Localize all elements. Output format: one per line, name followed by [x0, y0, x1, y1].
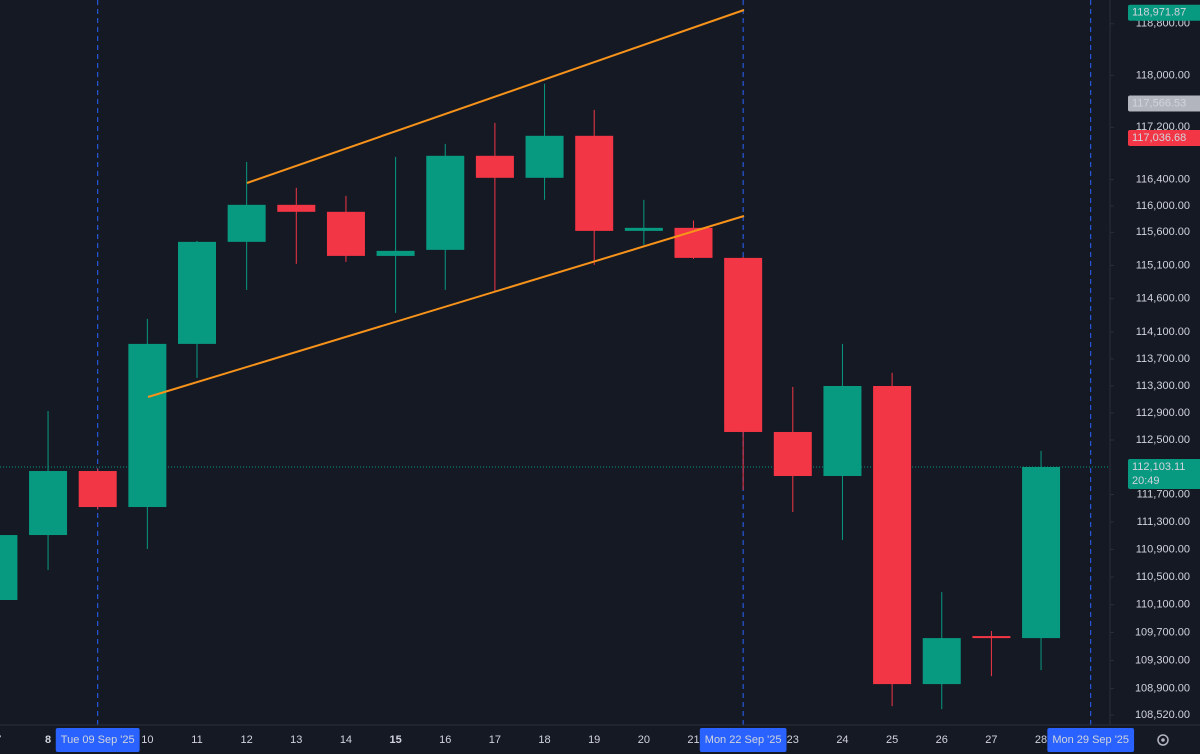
x-tick-label: 10	[141, 734, 153, 746]
x-tick-label: Tue 09 Sep '25	[61, 734, 135, 746]
guide-layer	[0, 0, 1110, 725]
x-tick-label: 14	[340, 734, 352, 746]
x-tick-label: 18	[538, 734, 550, 746]
y-tick-label: 111,300.00	[1137, 516, 1190, 528]
y-tick-label: 118,000.00	[1136, 69, 1190, 81]
x-highlight-label-bg	[699, 728, 787, 752]
x-tick-label: 27	[985, 734, 997, 746]
candle-body	[922, 638, 961, 685]
y-tick-label: 113,700.00	[1136, 353, 1190, 365]
candle-body	[972, 636, 1011, 639]
y-tick-label: 112,500.00	[1136, 434, 1190, 446]
price-tag-label: 118,971.87	[1132, 7, 1186, 19]
x-highlight-label-bg	[55, 728, 140, 752]
candle-body	[674, 227, 713, 258]
candle-body	[426, 155, 465, 250]
candle-body	[575, 135, 614, 231]
candle-body	[724, 257, 763, 432]
price-tag	[1128, 129, 1200, 146]
price-tag-label: 117,036.68	[1132, 132, 1186, 144]
x-tick-label: 21	[687, 734, 699, 746]
candle-body	[277, 204, 316, 212]
x-tick-label: 13	[290, 734, 302, 746]
x-tick-label: 20	[638, 734, 650, 746]
x-tick-label: Mon 29 Sep '25	[1052, 734, 1129, 746]
x-tick-label: 23	[787, 734, 799, 746]
candle-body	[376, 250, 415, 256]
candle-body	[0, 535, 18, 601]
candle-body	[29, 471, 68, 536]
y-tick-label: 115,100.00	[1136, 259, 1190, 271]
settings-icon[interactable]	[1157, 734, 1169, 746]
x-tick-label: 7	[0, 734, 1, 746]
candle-body	[326, 211, 365, 256]
candle-layer	[0, 83, 1061, 710]
x-tick-label: 16	[439, 734, 451, 746]
settings-icon-ring[interactable]	[1157, 734, 1169, 746]
y-tick-label: 114,100.00	[1136, 326, 1190, 338]
x-tick-label: 26	[936, 734, 948, 746]
x-tick-label: Mon 22 Sep '25	[705, 734, 782, 746]
candle-body	[475, 155, 514, 178]
x-tick-label: 8	[45, 734, 51, 746]
candle-body	[773, 431, 812, 476]
y-tick-label: 111,700.00	[1137, 488, 1190, 500]
trend-line-lower[interactable]	[147, 215, 745, 398]
x-tick-label: 19	[588, 734, 600, 746]
x-tick-label: 11	[191, 734, 202, 746]
y-tick-label: 110,100.00	[1136, 599, 1190, 611]
y-tick-label: 110,900.00	[1136, 543, 1190, 555]
x-tick-label: 24	[836, 734, 848, 746]
y-tick-label: 108,520.00	[1135, 709, 1190, 721]
y-tick-label: 110,500.00	[1136, 571, 1190, 583]
price-tag-label: 112,103.11	[1132, 461, 1185, 473]
price-tag	[1128, 458, 1200, 489]
y-tick-label: 113,300.00	[1136, 380, 1190, 392]
settings-icon-dot[interactable]	[1161, 738, 1165, 742]
y-tick-label: 115,600.00	[1136, 226, 1190, 238]
y-tick-label: 116,400.00	[1136, 174, 1190, 186]
candle-body	[873, 385, 912, 685]
x-tick-label: 12	[241, 734, 253, 746]
price-tag-countdown: 20:49	[1132, 475, 1160, 487]
y-tick-label: 112,900.00	[1136, 407, 1190, 419]
y-tick-label: 108,900.00	[1135, 682, 1190, 694]
candle-body	[525, 135, 564, 178]
x-tick-label: 28	[1035, 734, 1047, 746]
candle-body	[823, 385, 862, 476]
candle-body	[128, 343, 167, 508]
y-tick-label: 109,300.00	[1135, 654, 1190, 666]
candle-body	[78, 471, 117, 508]
price-tag-label: 117,566.53	[1132, 97, 1186, 109]
candle-body	[227, 204, 266, 242]
x-tick-label: 25	[886, 734, 898, 746]
candle-body	[178, 241, 216, 344]
candle-body	[1022, 466, 1061, 639]
trend-line-upper[interactable]	[246, 9, 745, 184]
y-tick-label: 114,600.00	[1136, 293, 1190, 305]
candle-body	[624, 227, 663, 231]
y-tick-label: 109,700.00	[1135, 626, 1190, 638]
x-tick-label: 15	[389, 734, 401, 746]
price-tag	[1128, 95, 1200, 112]
price-tag	[1128, 4, 1200, 21]
x-tick-label: 17	[489, 734, 501, 746]
x-highlight-label-bg	[1047, 728, 1135, 752]
y-tick-label: 116,000.00	[1136, 200, 1190, 212]
